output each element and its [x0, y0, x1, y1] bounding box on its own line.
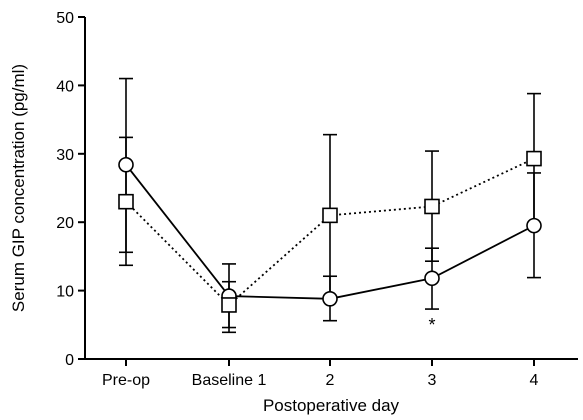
y-tick-label-0: 0 [65, 352, 74, 369]
circle-marker-4 [526, 217, 542, 234]
x-ticks: Pre-op Baseline 1 2 3 4 [102, 359, 539, 389]
annotations: * [428, 315, 435, 335]
y-axis-title: Serum GIP concentration (pg/ml) [9, 64, 28, 312]
x-tick-label-3: 3 [428, 372, 437, 389]
square-marker-3 [424, 198, 440, 215]
y-tick-label-50: 50 [56, 10, 74, 27]
y-tick-label-30: 30 [56, 147, 74, 164]
square-marker-1 [221, 297, 237, 313]
significance-asterisk: * [428, 315, 435, 335]
x-tick-label-1: Baseline 1 [192, 372, 267, 389]
square-marker-2 [322, 207, 338, 224]
x-tick-label-2: 2 [326, 372, 335, 389]
x-tick-label-0: Pre-op [102, 372, 150, 389]
x-tick-label-4: 4 [530, 372, 539, 389]
circle-marker-0 [118, 156, 134, 173]
series-markers [118, 150, 542, 313]
y-ticks: 0 10 20 30 40 50 [56, 10, 85, 369]
y-tick-label-10: 10 [56, 284, 74, 301]
axes [84, 17, 578, 360]
y-tick-label-40: 40 [56, 78, 74, 95]
square-marker-0 [118, 193, 134, 210]
y-tick-label-20: 20 [56, 215, 74, 232]
circle-marker-3 [424, 270, 440, 287]
x-axis-title: Postoperative day [263, 396, 400, 415]
circle-marker-2 [322, 291, 338, 307]
square-marker-4 [526, 150, 542, 167]
